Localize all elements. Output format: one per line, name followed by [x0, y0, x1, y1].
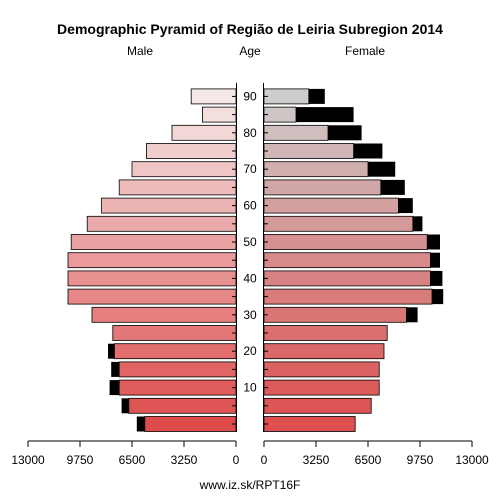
male-bar-90+: [190, 88, 237, 105]
male-excess-bar-15-19: [111, 361, 120, 377]
chart-title: Demographic Pyramid of Região de Leiria …: [57, 21, 443, 37]
male-bar-55-59: [86, 215, 237, 232]
footer-url: www.iz.sk/RPT16F: [199, 478, 301, 492]
age-tick-label: 80: [243, 126, 257, 140]
female-bar-85-89: [263, 106, 297, 123]
female-bar-25-29: [263, 325, 388, 341]
age-tick-label: 50: [243, 235, 257, 249]
female-bar-35-39: [263, 288, 433, 305]
female-excess-bar-40-44: [430, 270, 443, 286]
female-excess-bar-75-79: [353, 143, 383, 159]
female-bar-55-59: [263, 215, 414, 232]
female-x-tick-label: 6500: [355, 453, 382, 467]
male-x-tick-label: 3250: [171, 453, 198, 467]
age-label: Age: [239, 44, 261, 58]
female-excess-bar-80-84: [328, 125, 362, 141]
female-x-tick-label: 0: [261, 453, 268, 467]
female-excess-bar-35-39: [432, 289, 444, 305]
female-excess-bar-30-34: [406, 307, 418, 323]
male-bar-35-39: [67, 288, 237, 305]
age-tick-label: 10: [243, 381, 257, 395]
female-bar-50-54: [263, 234, 428, 250]
male-bar-5-9: [128, 397, 237, 414]
bars-group: [67, 88, 444, 432]
axes-group: 10 20 30 40 50 60 70 80 90 13000 9750 6500 3250 0 0 325…: [11, 82, 489, 467]
female-excess-bar-45-49: [430, 252, 440, 268]
female-bar-0-4: [263, 416, 356, 432]
female-excess-bar-60-64: [398, 198, 413, 214]
male-bar-65-69: [118, 179, 237, 196]
male-bar-60-64: [101, 197, 237, 214]
male-bar-85-89: [201, 106, 237, 123]
male-label: Male: [127, 44, 153, 58]
male-bar-10-14: [118, 379, 237, 396]
female-excess-bar-85-89: [296, 107, 354, 123]
female-bar-20-24: [263, 343, 385, 360]
male-bar-15-19: [118, 361, 237, 378]
male-bar-70-74: [131, 161, 237, 178]
female-x-tick-label: 3250: [303, 453, 330, 467]
female-bar-65-69: [263, 179, 382, 196]
female-bar-10-14: [263, 379, 380, 396]
age-tick-label: 30: [243, 308, 257, 322]
female-excess-bar-55-59: [412, 216, 423, 232]
age-tick-label: 40: [243, 271, 257, 285]
male-bar-50-54: [70, 234, 237, 250]
male-x-tick-label: 13000: [11, 453, 45, 467]
male-bar-0-4: [144, 416, 237, 432]
male-excess-bar-10-14: [109, 380, 120, 396]
age-tick-label: 20: [243, 344, 257, 358]
age-tick-label: 90: [243, 89, 257, 103]
male-bar-80-84: [171, 124, 237, 141]
female-x-tick-label: 9750: [407, 453, 434, 467]
male-excess-bar-0-4: [136, 416, 145, 432]
male-x-tick-label: 6500: [119, 453, 146, 467]
female-excess-bar-65-69: [380, 179, 405, 195]
female-bar-40-44: [263, 270, 431, 287]
female-bar-80-84: [263, 124, 329, 141]
male-excess-bar-20-24: [108, 343, 115, 359]
male-x-tick-label: 9750: [67, 453, 94, 467]
female-bar-15-19: [263, 361, 380, 378]
female-excess-bar-50-54: [427, 234, 440, 250]
age-tick-label: 60: [243, 199, 257, 213]
male-bar-30-34: [91, 306, 237, 323]
male-bar-45-49: [67, 252, 237, 269]
female-bar-45-49: [263, 252, 431, 269]
male-bar-40-44: [67, 270, 237, 287]
female-bar-5-9: [263, 397, 372, 414]
female-excess-bar-90+: [308, 88, 325, 104]
female-bar-70-74: [263, 161, 369, 178]
female-x-tick-label: 13000: [455, 453, 489, 467]
female-bar-90+: [263, 88, 310, 105]
male-x-tick-label: 0: [233, 453, 240, 467]
female-bar-30-34: [263, 306, 407, 323]
female-bar-60-64: [263, 197, 399, 214]
male-bar-75-79: [145, 143, 237, 159]
male-excess-bar-5-9: [121, 398, 129, 414]
female-excess-bar-70-74: [368, 161, 396, 177]
age-tick-label: 70: [243, 162, 257, 176]
male-bar-20-24: [114, 343, 237, 360]
female-bar-75-79: [263, 143, 354, 159]
male-bar-25-29: [112, 325, 237, 341]
female-label: Female: [345, 44, 385, 58]
